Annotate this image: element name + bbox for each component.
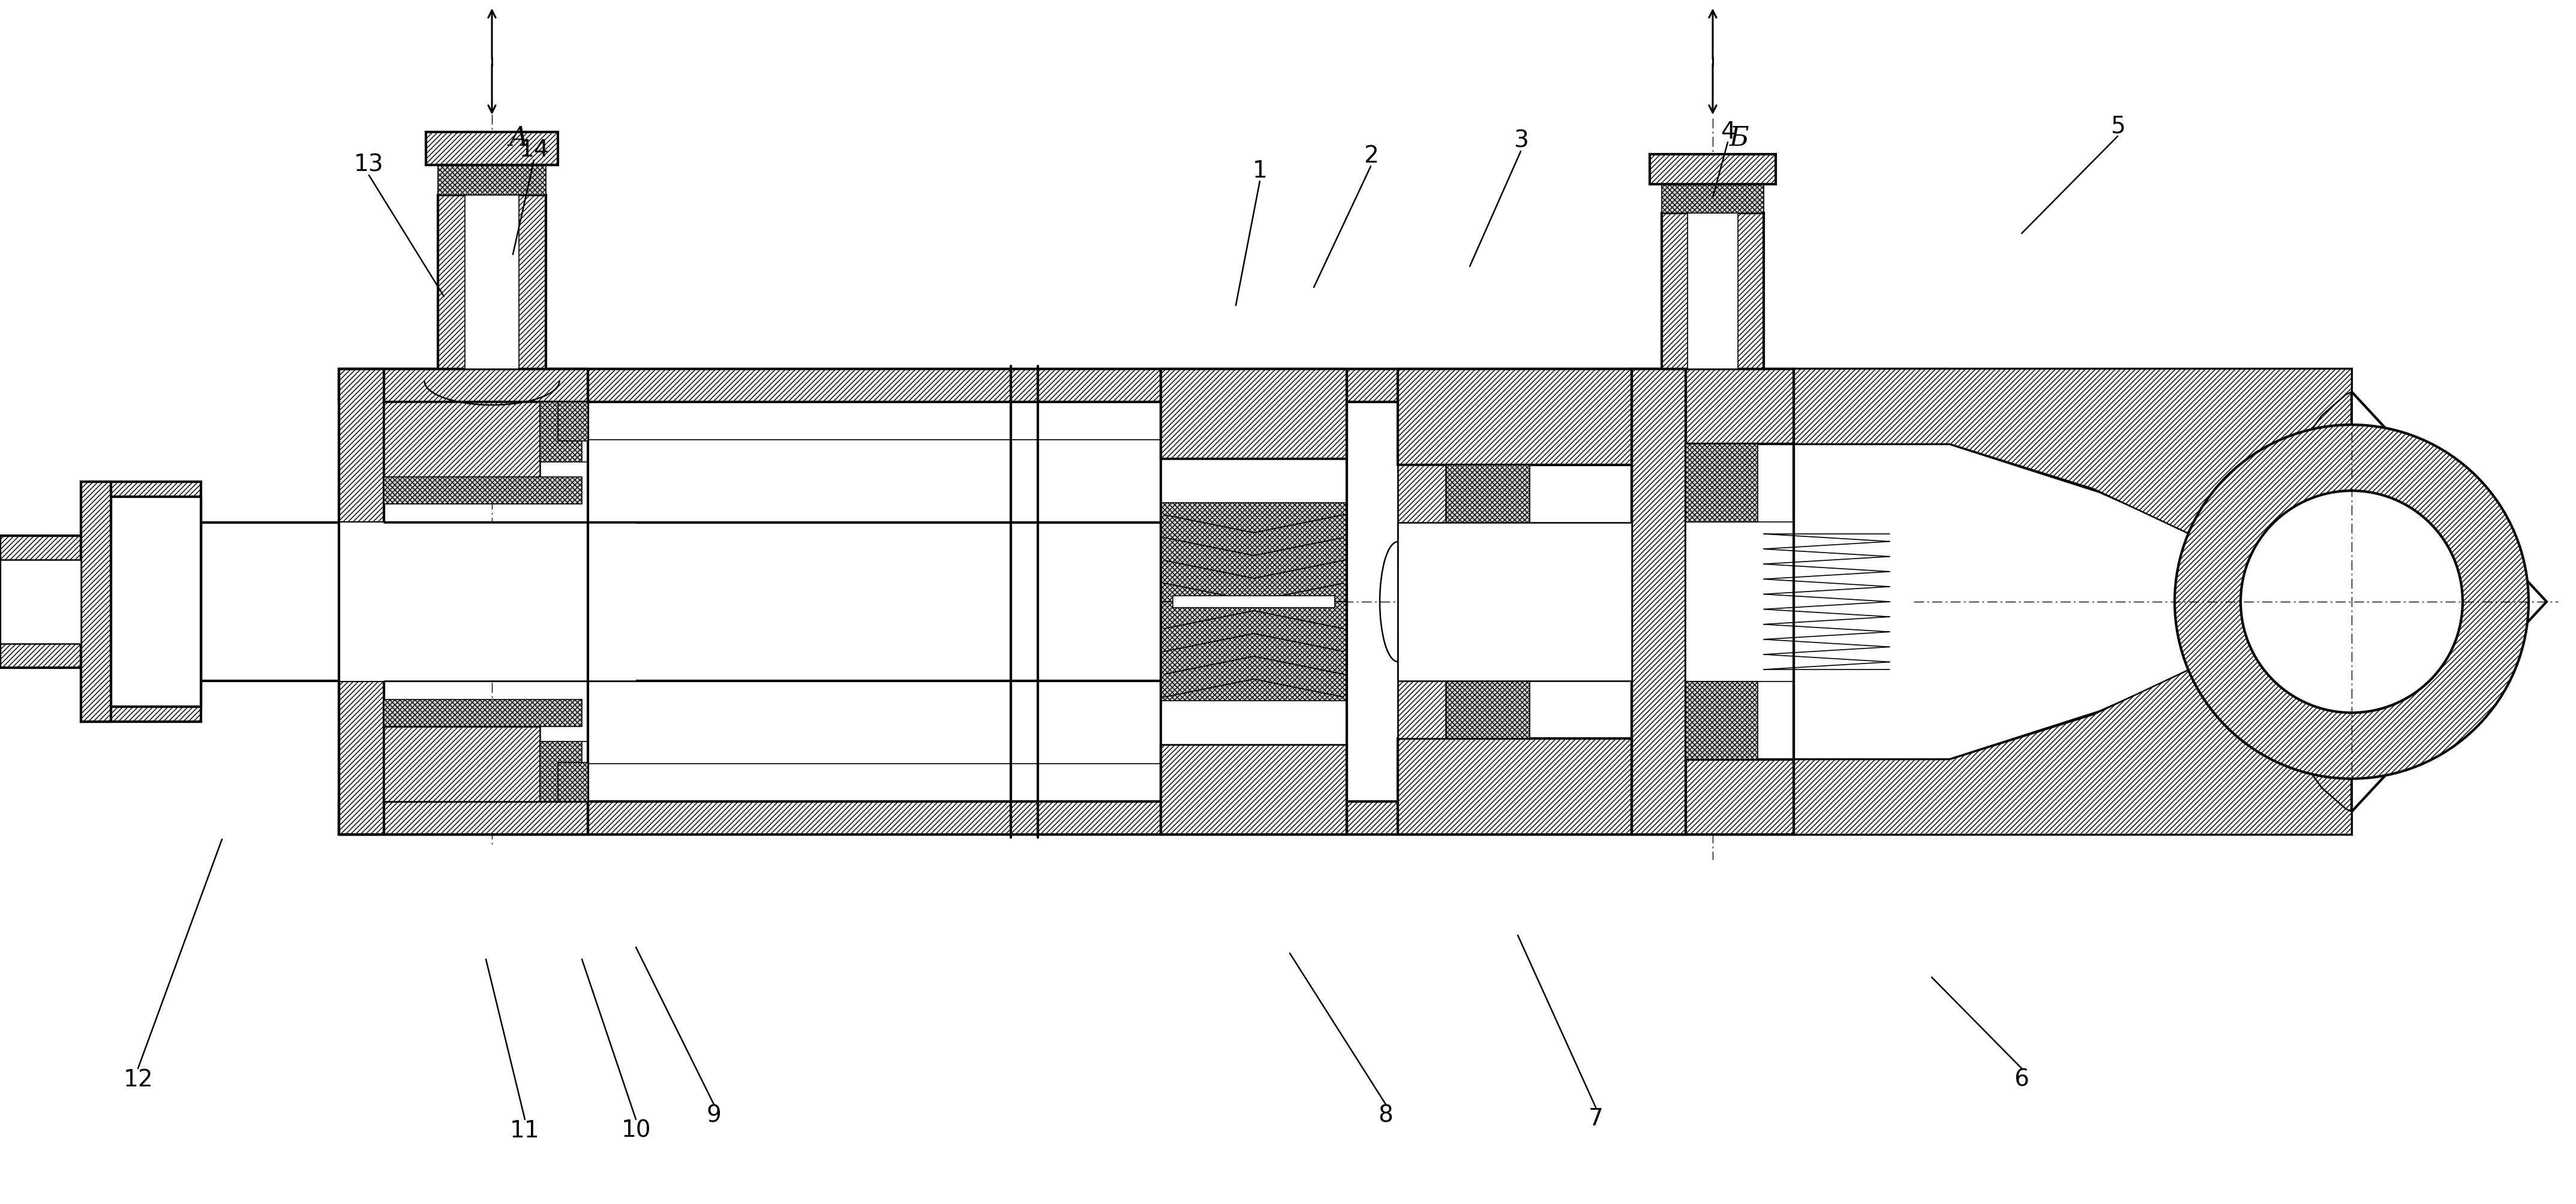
Bar xyxy=(1685,523,1793,681)
Polygon shape xyxy=(1793,370,2548,834)
Text: А: А xyxy=(507,125,528,150)
Bar xyxy=(1662,184,1765,213)
Bar xyxy=(1687,213,1739,370)
Circle shape xyxy=(2241,491,2463,713)
Bar xyxy=(1685,681,1757,760)
Text: 2: 2 xyxy=(1363,144,1378,167)
Bar xyxy=(1631,760,1793,834)
Bar xyxy=(1631,370,1793,444)
Bar xyxy=(1399,465,1445,571)
Polygon shape xyxy=(1793,667,2352,834)
Text: 9: 9 xyxy=(706,1104,721,1127)
Text: 1: 1 xyxy=(1252,159,1267,182)
Bar xyxy=(1445,465,1530,571)
Bar xyxy=(438,195,546,370)
Bar xyxy=(1445,633,1530,739)
Bar xyxy=(438,165,546,195)
Polygon shape xyxy=(1793,663,2352,834)
Text: 6: 6 xyxy=(2014,1068,2030,1091)
Text: Б: Б xyxy=(1728,125,1749,150)
Polygon shape xyxy=(1793,370,2352,537)
Bar xyxy=(384,700,582,727)
Bar xyxy=(340,523,636,681)
Bar xyxy=(1399,370,1631,465)
Text: 5: 5 xyxy=(2110,114,2125,137)
Bar xyxy=(201,523,1283,681)
Bar xyxy=(80,482,111,722)
Bar xyxy=(541,402,582,462)
Bar xyxy=(1172,596,1334,608)
Text: 4: 4 xyxy=(1721,120,1736,143)
Bar xyxy=(142,497,201,707)
Text: 8: 8 xyxy=(1378,1104,1394,1127)
Bar xyxy=(1662,213,1765,370)
Bar xyxy=(384,477,582,504)
Bar xyxy=(559,402,587,442)
Text: 12: 12 xyxy=(124,1068,152,1091)
Bar xyxy=(464,195,518,370)
Bar xyxy=(1685,444,1757,523)
Bar xyxy=(1631,370,1685,834)
Bar xyxy=(340,370,384,834)
Bar xyxy=(384,727,541,802)
Bar xyxy=(340,802,587,834)
Bar xyxy=(111,497,201,707)
Text: 10: 10 xyxy=(621,1119,652,1141)
Bar xyxy=(340,802,1793,834)
Bar xyxy=(80,482,201,722)
Bar xyxy=(340,402,1793,802)
Circle shape xyxy=(2174,425,2530,779)
Text: 7: 7 xyxy=(1589,1106,1602,1129)
Bar xyxy=(1162,602,1347,701)
Bar xyxy=(1399,523,1631,681)
Bar xyxy=(1399,633,1445,739)
Bar xyxy=(340,370,587,402)
Bar xyxy=(0,560,80,644)
Text: 13: 13 xyxy=(353,153,384,176)
Text: 11: 11 xyxy=(510,1119,541,1141)
Bar xyxy=(1162,459,1347,745)
Bar xyxy=(1649,154,1775,184)
Bar xyxy=(425,132,559,165)
Bar xyxy=(541,742,582,802)
Bar xyxy=(559,762,587,802)
Text: 14: 14 xyxy=(518,138,549,161)
Polygon shape xyxy=(1793,370,2352,541)
Bar xyxy=(384,402,541,477)
Bar xyxy=(340,370,1793,402)
Bar xyxy=(1162,503,1347,602)
Bar xyxy=(1162,745,1347,834)
Text: 3: 3 xyxy=(1512,130,1528,152)
Bar xyxy=(1162,370,1347,459)
Bar xyxy=(0,536,80,668)
Bar xyxy=(1399,739,1631,834)
